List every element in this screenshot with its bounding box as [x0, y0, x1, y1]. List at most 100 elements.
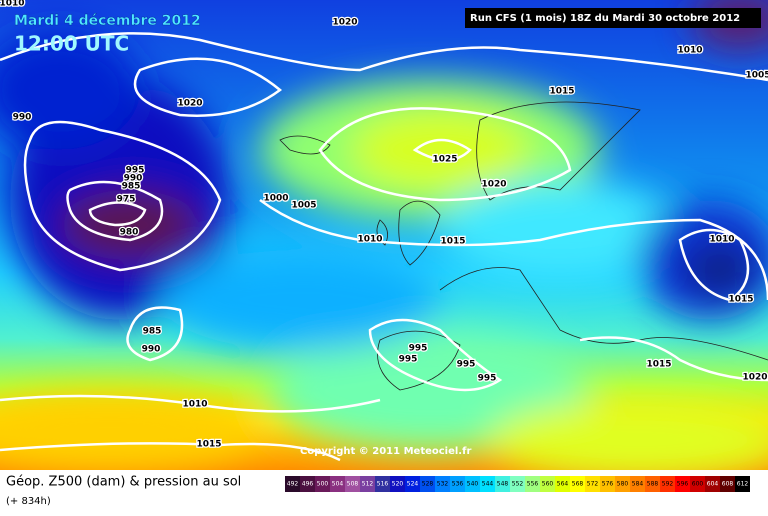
isobar-labels: 1010102010101005990102010159959909859759…	[0, 0, 768, 451]
legend-swatch	[465, 476, 480, 492]
isobar-label: 980	[120, 228, 139, 238]
legend-swatch	[390, 476, 405, 492]
legend-label: 520	[392, 481, 404, 488]
legend-swatch	[510, 476, 525, 492]
isobar-label: 1015	[728, 295, 753, 305]
isobar-label: 985	[122, 182, 141, 192]
legend-label: 508	[347, 481, 359, 488]
legend-label: 536	[452, 481, 464, 488]
isobar-label: 1000	[263, 194, 288, 204]
legend-swatch	[285, 476, 300, 492]
date: Mardi 4 décembre 2012	[14, 13, 201, 29]
isobar-label: 1015	[196, 440, 221, 450]
isobar-label: 1015	[440, 237, 465, 247]
legend-label: 552	[512, 481, 524, 488]
legend-swatch	[555, 476, 570, 492]
legend-label: 576	[602, 481, 614, 488]
legend: 492 496 500 504 508 512 516 520 524 528 532 536 540 5…	[285, 476, 750, 492]
isobar-label: 995	[409, 344, 428, 354]
legend-swatch	[690, 476, 705, 492]
legend-swatch	[420, 476, 435, 492]
time: 12:00 UTC	[14, 32, 129, 56]
isobar-label: 1020	[332, 18, 357, 28]
isobar-label: 1010	[709, 235, 734, 245]
isobar-label: 1005	[745, 71, 768, 81]
isobar-label: 1025	[432, 155, 457, 165]
run-info: Run CFS (1 mois) 18Z du Mardi 30 octobre…	[470, 13, 740, 24]
isobar-label: 1010	[0, 0, 25, 9]
legend-label: 532	[437, 481, 449, 488]
legend-swatch	[525, 476, 540, 492]
isobar-label: 1005	[291, 201, 316, 211]
legend-label: 512	[362, 481, 374, 488]
legend-label: 568	[572, 481, 584, 488]
legend-swatch	[495, 476, 510, 492]
forecast-lead: (+ 834h)	[6, 496, 51, 507]
isobar-label: 990	[142, 345, 161, 355]
legend-label: 516	[377, 481, 389, 488]
legend-label: 496	[302, 481, 314, 488]
legend-label: 524	[407, 481, 419, 488]
isobar-label: 995	[399, 355, 418, 365]
legend-label: 580	[617, 481, 629, 488]
legend-swatch	[675, 476, 690, 492]
legend-label: 572	[587, 481, 599, 488]
legend-label: 544	[482, 481, 494, 488]
legend-swatch	[630, 476, 645, 492]
legend-swatch	[705, 476, 720, 492]
legend-swatch	[435, 476, 450, 492]
legend-label: 548	[497, 481, 509, 488]
isobar-label: 990	[124, 174, 143, 184]
legend-swatch	[360, 476, 375, 492]
legend-label: 500	[317, 481, 329, 488]
isobar-label: 1020	[177, 99, 202, 109]
legend-swatch	[330, 476, 345, 492]
legend-swatch	[600, 476, 615, 492]
legend-swatch	[300, 476, 315, 492]
legend-label: 612	[737, 481, 749, 488]
legend-swatch	[615, 476, 630, 492]
legend-swatch	[570, 476, 585, 492]
legend-swatch	[720, 476, 735, 492]
footer-title: Géop. Z500 (dam) & pression au sol	[6, 475, 241, 490]
isobar-label: 995	[457, 360, 476, 370]
legend-label: 504	[332, 481, 344, 488]
legend-swatch	[375, 476, 390, 492]
legend-label: 492	[287, 481, 299, 488]
legend-label: 540	[467, 481, 479, 488]
legend-swatch	[645, 476, 660, 492]
legend-label: 592	[662, 481, 674, 488]
legend-label: 608	[722, 481, 734, 488]
legend-swatch	[345, 476, 360, 492]
legend-swatch	[660, 476, 675, 492]
legend-swatch	[540, 476, 555, 492]
run-box	[465, 8, 761, 28]
legend-swatch	[585, 476, 600, 492]
legend-swatch	[450, 476, 465, 492]
legend-label: 560	[542, 481, 554, 488]
isobar-label: 1010	[357, 235, 382, 245]
isobar-label: 995	[478, 374, 497, 384]
legend-swatch	[735, 476, 750, 492]
map-field: 1010102010101005990102010159959909859759…	[0, 0, 768, 470]
legend-label: 588	[647, 481, 659, 488]
isobar-label: 985	[143, 327, 162, 337]
legend-swatch	[315, 476, 330, 492]
isobar-label: 1010	[182, 400, 207, 410]
isobar-label: 975	[117, 195, 136, 205]
legend-label: 596	[677, 481, 689, 488]
isobar-label: 1020	[742, 373, 767, 383]
copyright: Copyright © 2011 Meteociel.fr	[300, 446, 471, 457]
legend-swatch	[405, 476, 420, 492]
isobar-label: 1015	[646, 360, 671, 370]
legend-label: 600	[692, 481, 704, 488]
legend-label: 528	[422, 481, 434, 488]
isobar-label: 990	[13, 113, 32, 123]
isobar-label: 1015	[549, 87, 574, 97]
isobar-label: 1020	[481, 180, 506, 190]
isobar-label: 1010	[677, 46, 702, 56]
isobar-label: 995	[126, 166, 145, 176]
legend-label: 584	[632, 481, 644, 488]
legend-swatch	[480, 476, 495, 492]
